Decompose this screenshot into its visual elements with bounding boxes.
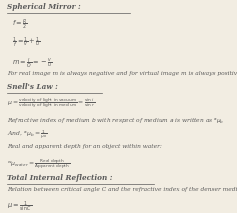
Text: Spherical Mirror :: Spherical Mirror :: [7, 3, 81, 11]
Text: $\mu = \frac{1}{\sin C}$: $\mu = \frac{1}{\sin C}$: [7, 200, 32, 213]
Text: Refractive index of medium $b$ with respect of medium $a$ is written as $^{a}\mu: Refractive index of medium $b$ with resp…: [7, 117, 224, 126]
Text: $m = \frac{I}{O} = -\frac{v}{u}$: $m = \frac{I}{O} = -\frac{v}{u}$: [12, 56, 52, 71]
Text: $f = \frac{R}{2}$: $f = \frac{R}{2}$: [12, 18, 27, 32]
Text: And, $^{a}\mu_{b} = \frac{1}{\mu_a}$: And, $^{a}\mu_{b} = \frac{1}{\mu_a}$: [7, 128, 48, 141]
Text: Total Internal Reflection :: Total Internal Reflection :: [7, 174, 113, 182]
Text: $\mu = \frac{\mathrm{velocity\ of\ light\ in\ vacuum}}{\mathrm{velocity\ of\ lig: $\mu = \frac{\mathrm{velocity\ of\ light…: [7, 96, 96, 110]
Text: For real image m is always negative and for virtual image m is always positive.: For real image m is always negative and …: [7, 71, 237, 76]
Text: Relation between critical angle C and the refractive index of the denser medium : Relation between critical angle C and th…: [7, 187, 237, 191]
Text: Snell's Law :: Snell's Law :: [7, 83, 58, 91]
Text: $^{w}\mu_{water} = \frac{\mathrm{Real\ depth}}{\mathrm{Apparent\ depth}}$: $^{w}\mu_{water} = \frac{\mathrm{Real\ d…: [7, 157, 70, 171]
Text: $\frac{1}{f} = \frac{1}{v} + \frac{1}{u}$: $\frac{1}{f} = \frac{1}{v} + \frac{1}{u}…: [12, 36, 41, 50]
Text: Real and apparent depth for an object within water:: Real and apparent depth for an object wi…: [7, 144, 162, 149]
